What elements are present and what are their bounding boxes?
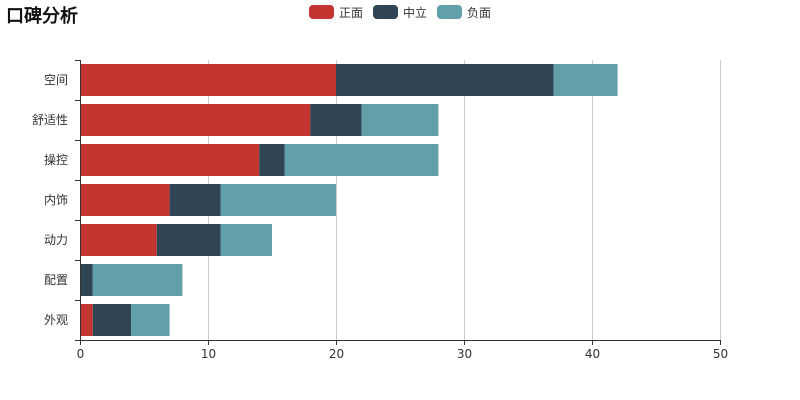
x-tick-label: 10 [201, 347, 216, 361]
bar-中立-操控[interactable] [259, 144, 285, 176]
x-tick-label: 40 [585, 347, 600, 361]
bar-正面-操控[interactable] [80, 144, 260, 176]
legend-item-中立[interactable]: 中立 [373, 5, 427, 20]
bar-中立-外观[interactable] [92, 304, 132, 336]
bar-正面-空间[interactable] [80, 64, 336, 96]
legend-swatch [309, 5, 334, 19]
x-tick-label: 20 [329, 347, 344, 361]
y-tick-label: 空间 [44, 73, 68, 87]
y-tick-label: 操控 [44, 152, 68, 167]
bar-正面-内饰[interactable] [80, 184, 170, 216]
bar-正面-动力[interactable] [80, 224, 157, 256]
bar-中立-空间[interactable] [336, 64, 554, 96]
bar-正面-舒适性[interactable] [80, 104, 311, 136]
legend-swatch [437, 5, 462, 19]
y-tick-label: 动力 [44, 233, 68, 247]
bar-负面-动力[interactable] [220, 224, 272, 256]
bar-中立-舒适性[interactable] [310, 104, 362, 136]
legend-swatch [373, 5, 398, 19]
bar-负面-配置[interactable] [92, 264, 183, 296]
bars [80, 64, 618, 336]
bar-中立-内饰[interactable] [169, 184, 221, 216]
legend-item-正面[interactable]: 正面 [309, 5, 363, 20]
legend-label: 负面 [467, 6, 491, 20]
legend[interactable]: 正面 中立 负面 [309, 5, 491, 20]
y-tick-label: 配置 [44, 273, 68, 287]
bar-负面-内饰[interactable] [220, 184, 336, 216]
bar-正面-外观[interactable] [80, 304, 93, 336]
y-tick-label: 内饰 [44, 193, 68, 207]
bar-中立-配置[interactable] [80, 264, 93, 296]
x-tick-label: 0 [77, 347, 85, 361]
bar-负面-舒适性[interactable] [361, 104, 439, 136]
y-tick-label: 外观 [44, 313, 68, 327]
y-tick-label: 舒适性 [32, 113, 68, 127]
x-tick-label: 30 [457, 347, 472, 361]
legend-label: 正面 [339, 6, 363, 20]
legend-item-负面[interactable]: 负面 [437, 5, 491, 20]
bar-负面-空间[interactable] [553, 64, 618, 96]
chart-title: 口碑分析 [6, 6, 78, 27]
bar-负面-外观[interactable] [131, 304, 170, 336]
bar-中立-动力[interactable] [156, 224, 221, 256]
legend-label: 中立 [403, 5, 427, 20]
x-tick-label: 50 [713, 347, 728, 361]
bar-负面-操控[interactable] [284, 144, 439, 176]
